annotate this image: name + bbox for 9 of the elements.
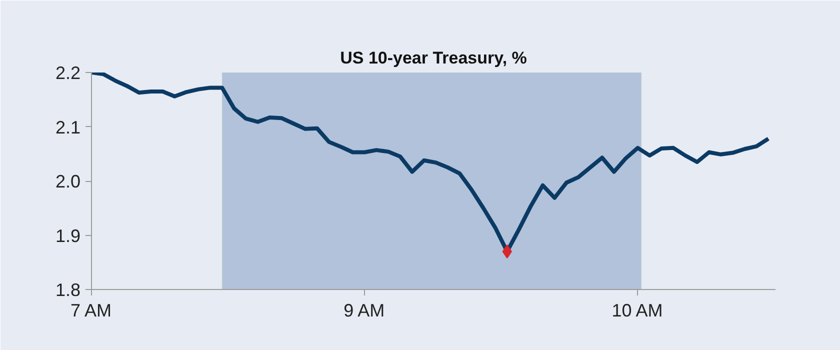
x-tick-label: 7 AM <box>70 300 112 320</box>
x-tick-label: 10 AM <box>612 300 663 320</box>
y-tick-label: 1.8 <box>55 280 81 300</box>
x-tick-label: 9 AM <box>344 300 385 320</box>
y-tick-label: 2.0 <box>55 172 81 192</box>
y-tick-label: 2.1 <box>55 117 81 138</box>
y-tick-label: 2.2 <box>55 63 81 83</box>
chart-title: US 10-year Treasury, % <box>340 48 527 68</box>
y-tick-label: 1.9 <box>55 226 81 246</box>
